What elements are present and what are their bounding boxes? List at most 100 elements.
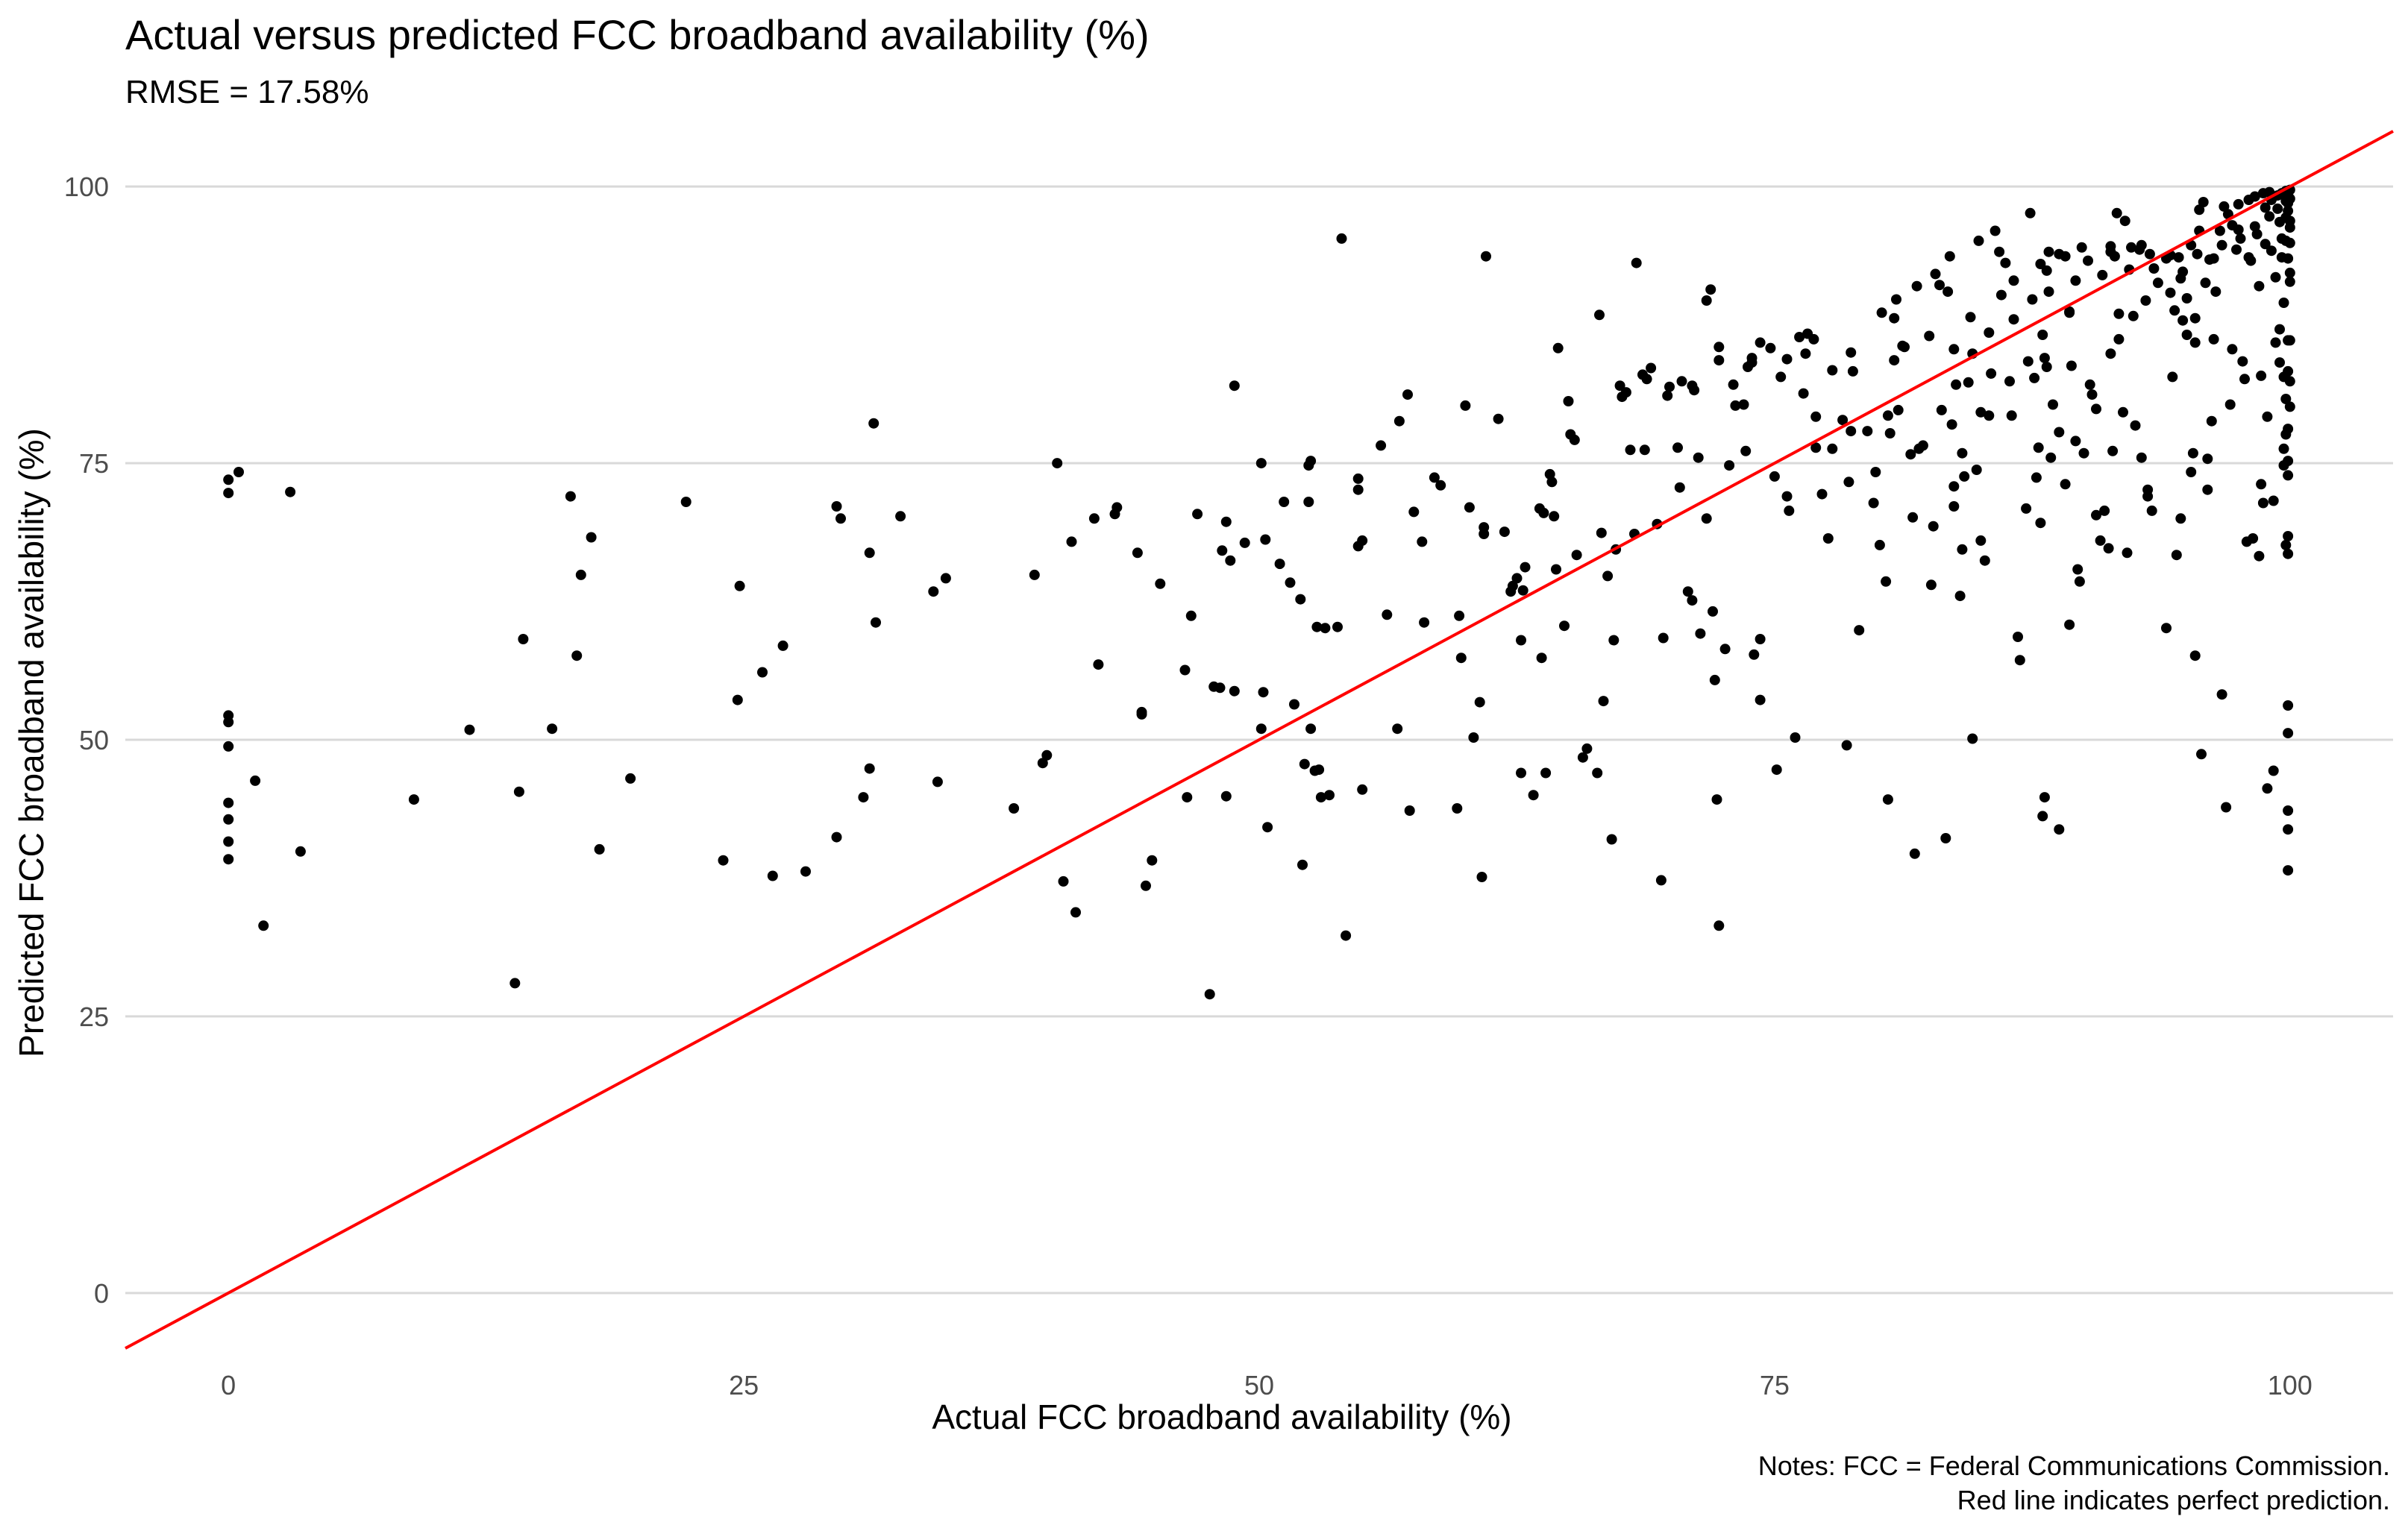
data-point [2103, 543, 2114, 554]
data-point [295, 846, 306, 857]
data-point [1975, 535, 1987, 546]
data-point [575, 569, 586, 580]
data-point [2054, 824, 2065, 835]
data-point [864, 763, 875, 774]
x-tick-label: 50 [1244, 1370, 1274, 1400]
data-point [258, 920, 269, 931]
data-point [1816, 488, 1828, 500]
data-point [2280, 394, 2292, 404]
data-point [1701, 295, 1712, 306]
data-point [2025, 207, 2036, 219]
data-point [1058, 875, 1069, 887]
data-point [1800, 348, 1811, 359]
data-point [2091, 509, 2101, 521]
data-point [2198, 197, 2209, 207]
data-point [2283, 456, 2294, 467]
data-point [1639, 444, 1650, 456]
data-point [2066, 360, 2077, 371]
data-point [1687, 595, 1698, 606]
data-point [2196, 749, 2207, 760]
data-point [1676, 376, 1687, 387]
data-point [1746, 357, 1758, 368]
data-point [1341, 930, 1352, 941]
data-point [1274, 559, 1285, 570]
data-point [2283, 205, 2294, 216]
data-point [1596, 527, 1607, 538]
data-point [2054, 427, 2065, 438]
data-point [1674, 482, 1685, 493]
data-point [1517, 585, 1528, 596]
data-point [223, 741, 234, 752]
data-point [594, 843, 605, 855]
data-point [1837, 415, 1849, 426]
data-point [1111, 502, 1123, 513]
data-point [1382, 609, 1393, 620]
data-point [2216, 239, 2227, 251]
data-point [2031, 472, 2042, 483]
data-point [1646, 362, 1657, 374]
data-point [2283, 700, 2294, 711]
data-point [1730, 400, 1741, 411]
data-point [464, 724, 475, 735]
data-point [2008, 275, 2019, 286]
data-point [586, 532, 597, 543]
data-point [1493, 413, 1504, 424]
data-point [1641, 374, 1652, 385]
data-point [1907, 512, 1919, 523]
data-point [2268, 495, 2279, 506]
data-point [1899, 342, 1910, 353]
data-point [2219, 201, 2230, 212]
data-point [1951, 379, 1962, 390]
chart-title: Actual versus predicted FCC broadband av… [125, 11, 1150, 58]
data-point [2254, 550, 2265, 562]
data-point [2097, 269, 2108, 280]
data-point [1658, 632, 1669, 644]
data-point [1944, 251, 1955, 262]
x-axis-title: Actual FCC broadband availability (%) [932, 1398, 1511, 1436]
data-point [2272, 203, 2283, 214]
data-point [928, 586, 939, 597]
data-point [2043, 286, 2054, 298]
data-point [2013, 632, 2023, 642]
data-point [2189, 312, 2201, 324]
data-point [1297, 859, 1308, 870]
data-point [223, 474, 234, 485]
data-point [1870, 467, 1881, 477]
data-point [1037, 758, 1048, 769]
data-point [1192, 509, 1203, 520]
data-point [1404, 805, 1415, 816]
data-point [565, 491, 576, 502]
data-point [223, 814, 234, 825]
data-point [1620, 387, 1631, 398]
data-point [895, 511, 906, 522]
data-point [2284, 193, 2295, 204]
data-point [1220, 790, 1232, 802]
data-point [1009, 803, 1020, 814]
data-point [2233, 224, 2244, 235]
data-point [2152, 277, 2163, 289]
y-tick-label: 25 [79, 1002, 109, 1032]
data-point [2251, 229, 2263, 239]
data-point [1552, 342, 1564, 353]
data-point [1936, 404, 1947, 415]
data-point [2260, 239, 2271, 250]
data-point [2045, 452, 2057, 463]
data-point [1843, 477, 1854, 488]
data-point [1728, 379, 1739, 390]
data-point [757, 667, 768, 678]
data-point [2070, 275, 2081, 286]
data-point [2060, 251, 2071, 262]
data-point [223, 836, 234, 847]
data-point [2283, 805, 2294, 816]
data-point [2256, 479, 2267, 490]
data-point [2022, 356, 2034, 367]
data-point [1940, 833, 1951, 843]
data-point [1141, 880, 1151, 891]
data-point [1393, 415, 1405, 427]
data-point [1581, 743, 1593, 754]
y-tick-label: 100 [64, 172, 109, 202]
data-point [1631, 257, 1642, 268]
data-point [625, 773, 636, 784]
data-point [1507, 580, 1518, 591]
